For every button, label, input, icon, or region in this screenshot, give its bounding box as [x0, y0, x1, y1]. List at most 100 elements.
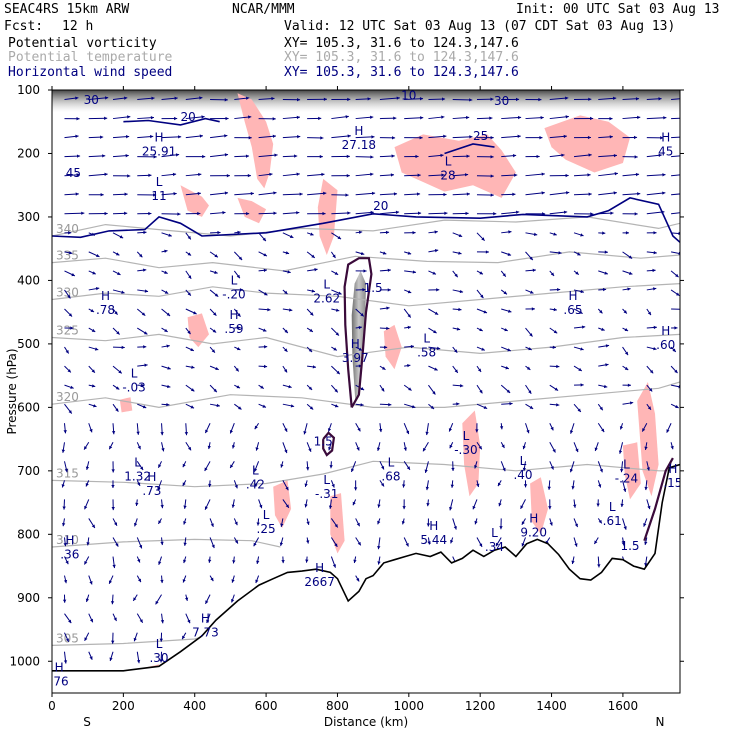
- wind-vector: [569, 461, 575, 473]
- wind-vector-head: [434, 230, 438, 234]
- wind-vector: [452, 402, 460, 406]
- wind-vector: [379, 192, 398, 196]
- wind-vector: [670, 289, 680, 297]
- extremum-value: .36: [60, 548, 79, 562]
- wind-vector-head: [260, 385, 264, 389]
- wind-vector: [111, 423, 116, 435]
- y-tick-label: 500: [17, 337, 40, 351]
- wind-vector-shaft: [598, 154, 618, 158]
- wind-vector: [88, 575, 93, 585]
- wind-vector-head: [237, 313, 241, 317]
- wind-vector: [549, 307, 557, 312]
- wind-vector-head: [588, 153, 592, 157]
- wind-vector: [159, 632, 163, 642]
- wind-vector-head: [347, 134, 351, 138]
- extremum-type: L: [388, 455, 395, 469]
- wind-vector-head: [137, 578, 141, 583]
- wind-vector: [210, 98, 228, 102]
- wind-vector-head: [164, 328, 168, 332]
- wind-vector: [231, 499, 235, 508]
- terrain-line: [52, 463, 680, 672]
- extremum-type: L: [156, 637, 163, 651]
- wind-vector-head: [115, 408, 119, 412]
- wind-vector-head: [159, 638, 163, 642]
- wind-vector-head: [541, 172, 545, 176]
- wind-vector-head: [285, 486, 289, 491]
- wind-vector-head: [358, 364, 362, 368]
- wind-vector: [525, 268, 536, 272]
- wind-speed-label: 20: [373, 199, 388, 213]
- wind-vector-head: [386, 326, 390, 331]
- wind-vector: [209, 346, 216, 353]
- wind-vector: [84, 632, 90, 642]
- wind-vector-head: [556, 364, 560, 369]
- wind-vector: [428, 365, 438, 371]
- wind-vector: [158, 556, 163, 565]
- wind-vector-head: [151, 96, 155, 100]
- wind-vector: [64, 211, 85, 215]
- wind-vector: [258, 117, 276, 121]
- extremum-value: .76: [50, 674, 69, 688]
- wind-vector: [670, 403, 679, 409]
- wind-vector-head: [256, 560, 260, 564]
- wind-vector: [549, 153, 565, 158]
- wind-vector-head: [157, 486, 161, 491]
- wind-vector: [549, 345, 556, 349]
- wind-vector-head: [114, 522, 117, 526]
- wind-vector-head: [297, 135, 301, 139]
- wind-vector-head: [383, 345, 388, 349]
- wind-vector: [183, 556, 187, 564]
- wind-vector-head: [160, 619, 165, 624]
- wind-vector-shaft: [671, 193, 680, 196]
- wind-vector: [331, 154, 350, 159]
- wind-vector: [452, 251, 462, 255]
- wind-vector-head: [160, 541, 164, 546]
- wind-vector-head: [420, 116, 424, 120]
- wind-vector: [234, 346, 241, 351]
- wind-vector-head: [174, 96, 178, 100]
- wind-vector-head: [454, 349, 458, 353]
- wind-vector-head: [280, 523, 284, 527]
- wind-vector: [404, 136, 423, 140]
- wind-vector: [185, 346, 195, 352]
- wind-vector-head: [601, 327, 605, 331]
- wind-vector: [622, 480, 627, 493]
- wind-vector: [112, 192, 128, 196]
- wind-vector: [210, 116, 229, 121]
- wind-vector-head: [514, 173, 518, 177]
- wind-vector-head: [620, 468, 624, 473]
- theta-line: [52, 251, 680, 272]
- wind-vector-head: [377, 504, 381, 508]
- wind-vector: [255, 575, 260, 584]
- wind-vector-head: [683, 116, 686, 119]
- wind-vector-head: [419, 136, 423, 140]
- wind-vector-head: [599, 468, 603, 473]
- wind-vector-head: [577, 252, 581, 256]
- wind-vector-head: [553, 232, 557, 236]
- wind-vector: [234, 191, 254, 196]
- wind-vector: [330, 518, 339, 528]
- wind-vector-head: [410, 344, 414, 349]
- wind-vector-head: [476, 483, 480, 488]
- wind-vector-head: [360, 313, 364, 317]
- wind-vector-head: [92, 271, 96, 275]
- wind-vector-head: [602, 231, 606, 235]
- wind-vector-head: [95, 286, 100, 291]
- wind-vector: [185, 172, 202, 177]
- wind-vector: [379, 210, 400, 215]
- wind-vector: [110, 594, 115, 605]
- wind-vector: [88, 346, 99, 351]
- wind-vector: [428, 211, 448, 215]
- wind-vector: [355, 135, 375, 139]
- wind-vector: [112, 365, 123, 374]
- wind-vector: [137, 383, 145, 388]
- wind-vector-head: [469, 98, 473, 102]
- wind-vector-head: [652, 268, 656, 273]
- y-tick-label: 700: [17, 464, 40, 478]
- wind-vector: [62, 499, 66, 510]
- wind-vector-head: [387, 268, 391, 272]
- wind-vector-head: [323, 191, 327, 196]
- wind-vector: [256, 518, 260, 526]
- wind-vector: [644, 442, 648, 450]
- contour-label: 1.5: [364, 281, 383, 295]
